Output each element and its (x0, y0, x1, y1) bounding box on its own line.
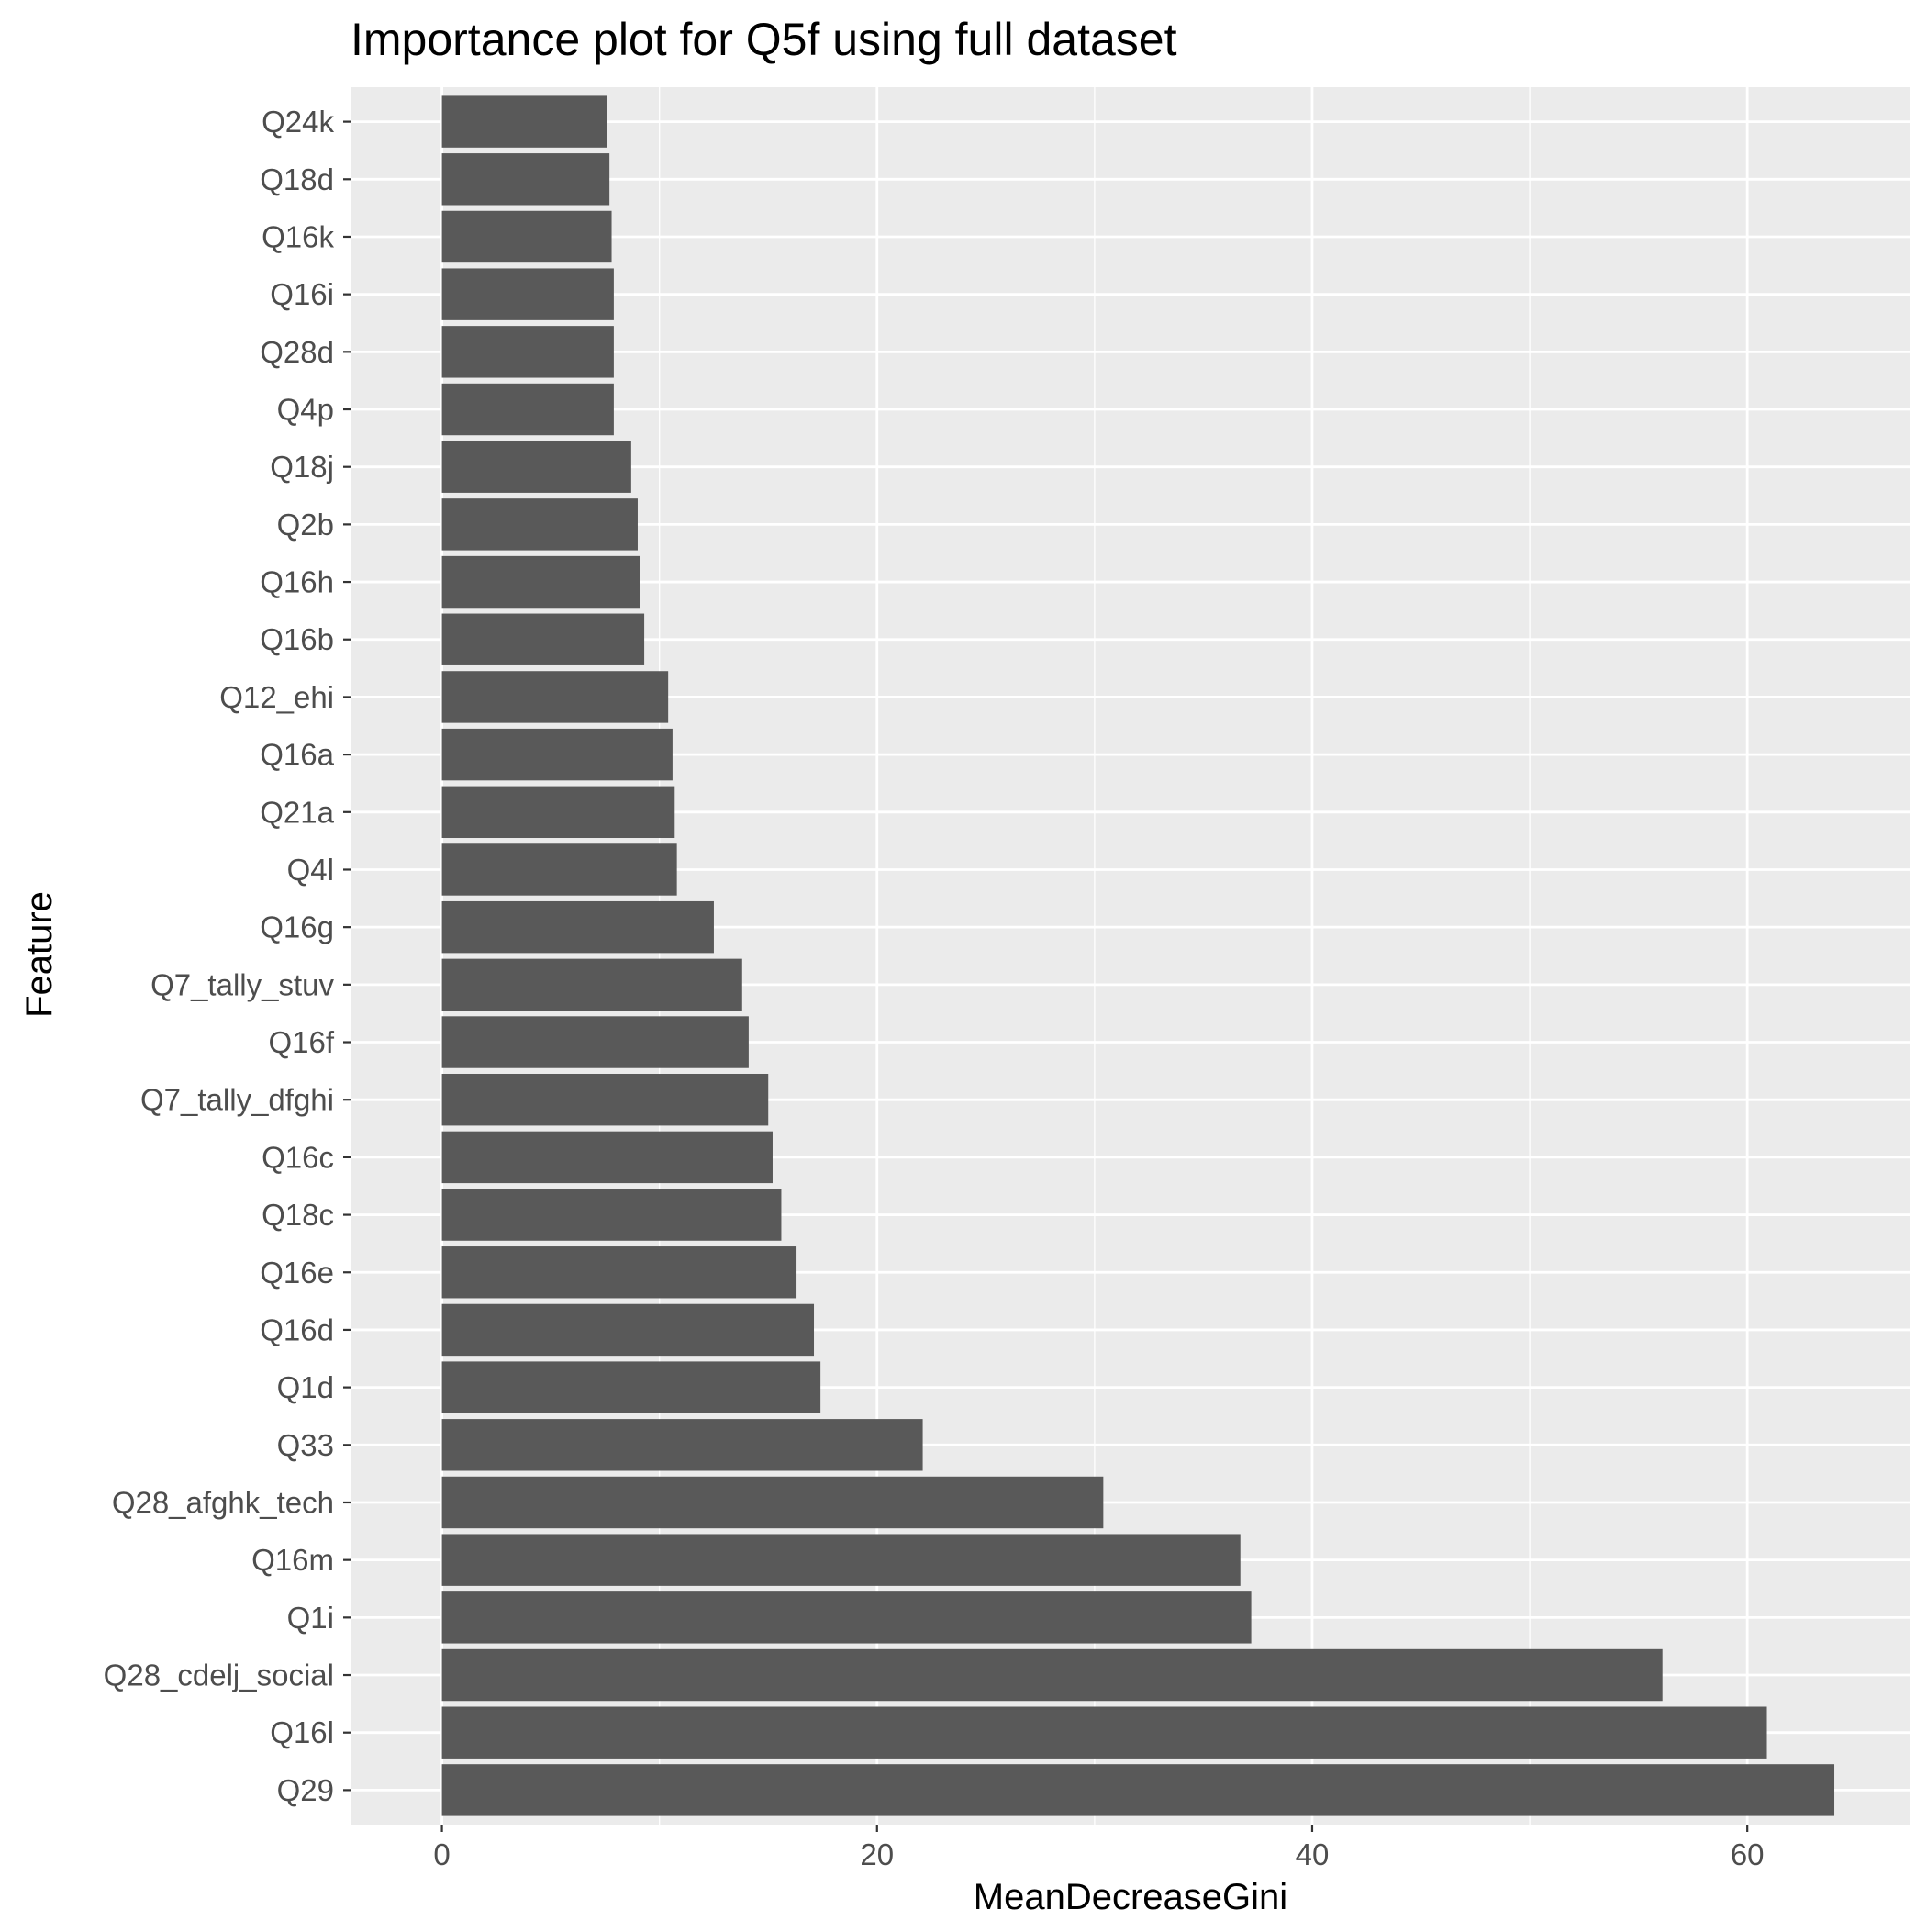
y-tick-label: Q28_afghk_tech (112, 1485, 334, 1519)
y-tick-label: Q1i (287, 1601, 334, 1635)
y-tick-label: Q16a (260, 738, 334, 772)
bar-Q7_tally_dfghi (441, 1073, 769, 1126)
y-tick-label: Q16b (260, 622, 334, 656)
x-tick-label: 60 (1731, 1837, 1765, 1871)
bar-Q21a (441, 786, 675, 839)
bar-Q16c (441, 1131, 773, 1184)
y-axis: Q24k Q18d Q16k Q16i Q28d Q4p Q18j Q2b Q16h Q16b Q1… (104, 105, 351, 1807)
y-tick-label: Q28d (260, 335, 334, 369)
y-tick-label: Q16e (260, 1256, 334, 1290)
bar-Q2b (441, 498, 638, 551)
bar-Q16e (441, 1246, 797, 1299)
bar-Q28d (441, 326, 614, 378)
bar-Q16a (441, 728, 673, 781)
bar-Q18d (441, 153, 610, 206)
y-tick-label: Q24k (262, 105, 334, 139)
bar-Q4p (441, 383, 614, 436)
y-tick-label: Q16m (251, 1543, 334, 1577)
y-tick-label: Q28_cdelj_social (104, 1658, 334, 1692)
y-tick-label: Q16h (260, 565, 334, 599)
bars (441, 95, 1835, 1816)
y-tick-label: Q18c (262, 1198, 334, 1232)
bar-Q16m (441, 1534, 1241, 1586)
bar-Q16k (441, 210, 612, 263)
y-tick-label: Q12_ehi (219, 680, 334, 714)
y-tick-label: Q16f (268, 1025, 334, 1059)
bar-Q16l (441, 1706, 1767, 1759)
bar-Q12_ehi (441, 671, 669, 723)
y-tick-label: Q16g (260, 910, 334, 944)
bar-Q16d (441, 1303, 815, 1357)
x-axis-title: MeanDecreaseGini (974, 1877, 1287, 1917)
y-tick-label: Q33 (277, 1428, 334, 1462)
y-tick-label: Q18j (270, 450, 334, 484)
y-tick-label: Q21a (260, 795, 334, 829)
bar-Q33 (441, 1419, 923, 1471)
y-tick-label: Q16i (270, 277, 334, 311)
y-tick-label: Q16l (270, 1715, 334, 1749)
x-tick-label: 40 (1296, 1837, 1330, 1871)
bar-Q16b (441, 613, 645, 665)
bar-Q29 (441, 1764, 1835, 1816)
y-tick-label: Q2b (277, 508, 334, 542)
bar-Q28_afghk_tech (441, 1476, 1104, 1529)
y-tick-label: Q18d (260, 162, 334, 196)
bar-Q4l (441, 843, 677, 896)
bar-Q16f (441, 1016, 749, 1068)
bar-Q18j (441, 441, 631, 493)
y-tick-label: Q16d (260, 1312, 334, 1346)
bar-Q28_cdelj_social (441, 1648, 1663, 1702)
bar-Q16h (441, 555, 640, 609)
y-tick-label: Q4l (287, 853, 334, 887)
y-tick-label: Q16k (262, 219, 334, 253)
chart-title: Importance plot for Q5f using full datas… (351, 14, 1177, 65)
bar-Q16i (441, 268, 614, 320)
y-tick-label: Q16c (262, 1140, 334, 1174)
x-tick-label: 0 (433, 1837, 450, 1871)
bar-Q1i (441, 1591, 1252, 1644)
bar-Q24k (441, 95, 607, 148)
y-tick-label: Q1d (277, 1370, 334, 1404)
y-tick-label: Q7_tally_stuv (150, 967, 334, 1001)
y-tick-label: Q4p (277, 393, 334, 427)
y-axis-title: Feature (19, 891, 60, 1018)
x-axis: 0 20 40 60 (433, 1825, 1765, 1871)
bar-Q18c (441, 1189, 782, 1241)
bar-Q1d (441, 1361, 821, 1413)
y-tick-label: Q29 (277, 1773, 334, 1807)
x-tick-label: 20 (860, 1837, 894, 1871)
bar-Q16g (441, 900, 714, 954)
y-tick-label: Q7_tally_dfghi (140, 1083, 334, 1117)
bar-Q7_tally_stuv (441, 958, 742, 1011)
